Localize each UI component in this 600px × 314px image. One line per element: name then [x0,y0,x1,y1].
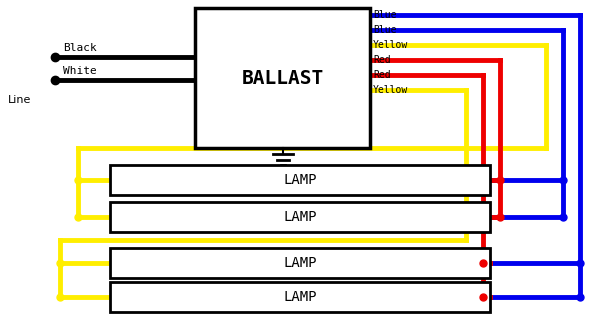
Text: LAMP: LAMP [283,256,317,270]
Text: Blue: Blue [373,10,397,20]
Bar [110,202,490,232]
Text: LAMP: LAMP [283,173,317,187]
Text: LAMP: LAMP [283,210,317,224]
Text: Line: Line [8,95,31,105]
Text: Red: Red [373,55,391,65]
Text: Blue: Blue [373,25,397,35]
Text: White: White [63,66,97,76]
Bar [195,8,370,148]
Text: BALLAST: BALLAST [241,68,323,88]
Bar [110,282,490,312]
Text: Red: Red [373,70,391,80]
Text: Yellow: Yellow [373,40,408,50]
Text: Yellow: Yellow [373,85,408,95]
Text: Black: Black [63,43,97,53]
Bar [110,165,490,195]
Bar [110,248,490,278]
Text: LAMP: LAMP [283,290,317,304]
